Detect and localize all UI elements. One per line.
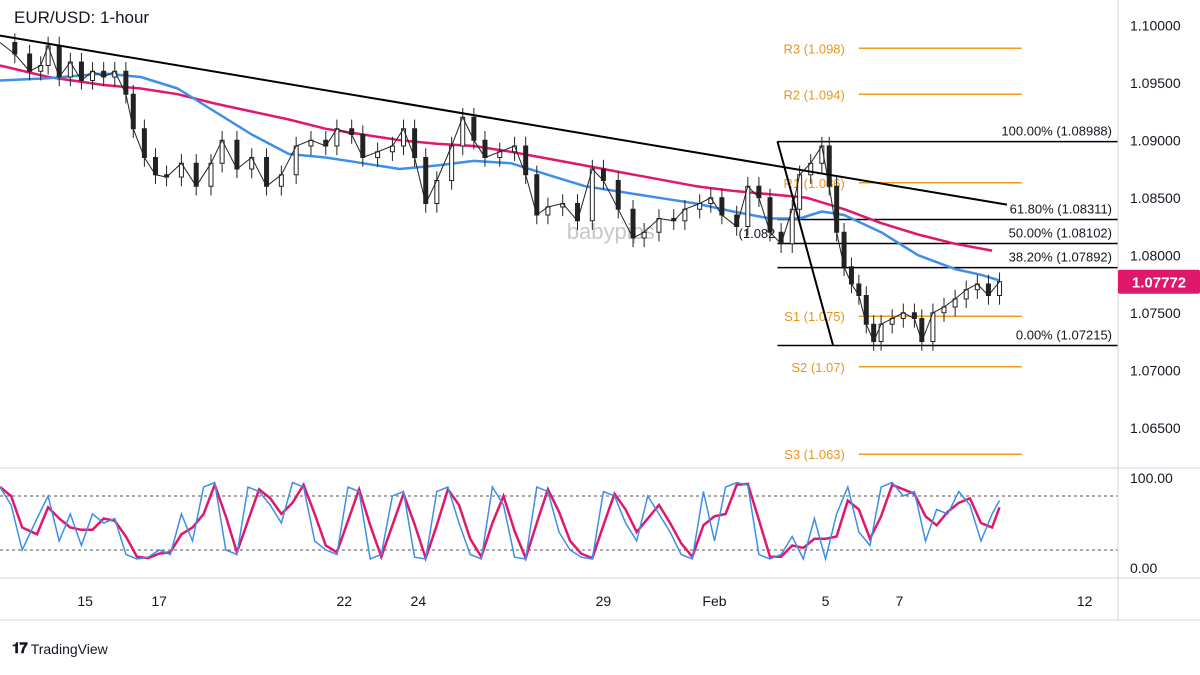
tradingview-brand: TradingView	[30, 640, 108, 657]
x-tick-label: 17	[151, 593, 167, 609]
candle	[234, 139, 240, 170]
candle	[27, 53, 33, 72]
stoch-tick-label: 0.00	[1130, 560, 1157, 576]
x-tick-label: 12	[1077, 593, 1093, 609]
pivot-label: S3 (1.063)	[784, 447, 845, 462]
y-tick-label: 1.06500	[1130, 420, 1181, 436]
trendline	[0, 34, 1008, 206]
fib-label: 100.00% (1.08988)	[1001, 124, 1112, 139]
candle	[264, 157, 270, 187]
x-tick-label: 15	[77, 593, 93, 609]
candle	[656, 217, 662, 233]
fib-label: 61.80% (1.08311)	[1010, 201, 1112, 216]
candle	[589, 168, 595, 222]
candle	[449, 145, 455, 181]
candle	[615, 180, 621, 210]
watermark: babypips	[567, 219, 655, 244]
y-tick-label: 1.08500	[1130, 190, 1181, 206]
x-tick-label: Feb	[702, 593, 726, 609]
fib-label: 38.20% (1.07892)	[1009, 250, 1112, 265]
x-tick-label: 22	[336, 593, 352, 609]
current-price-tag	[1118, 269, 1200, 294]
pivot-label: R3 (1.098)	[783, 41, 844, 56]
tradingview-logo[interactable]: 𝟏𝟕 TradingView	[12, 640, 108, 657]
x-tick-label: 29	[596, 593, 612, 609]
candle	[193, 162, 199, 187]
y-tick-label: 1.07000	[1130, 362, 1181, 378]
y-tick-label: 1.09000	[1130, 132, 1181, 148]
pivot-label: S2 (1.07)	[791, 360, 844, 375]
x-tick-label: 5	[822, 593, 830, 609]
axes: 1.10000 1.09500 1.09000 1.08500 1.08000 1.075…	[0, 0, 1200, 621]
candle	[575, 203, 581, 222]
y-tick-label: 1.08000	[1130, 247, 1181, 263]
candle	[293, 145, 299, 176]
y-tick-label: 1.07500	[1130, 305, 1181, 321]
stochastic-pane[interactable]	[0, 481, 1118, 563]
candle	[12, 42, 18, 55]
pivot-label: S1 (1.075)	[784, 309, 845, 324]
fib-swing-line	[776, 141, 834, 346]
close-line	[0, 42, 1000, 343]
y-tick-label: 1.09500	[1130, 75, 1181, 91]
chart-title: EUR/USD: 1-hour	[14, 8, 150, 28]
pivot-label: R2 (1.094)	[783, 87, 844, 102]
current-price-label: 1.07772	[1132, 275, 1186, 292]
candle	[630, 208, 636, 239]
x-tick-label: 24	[411, 593, 427, 609]
tradingview-icon: 𝟏𝟕	[12, 640, 28, 657]
moving-average-fast	[0, 72, 1000, 282]
y-tick-label: 1.10000	[1130, 17, 1181, 33]
x-tick-label: 7	[896, 593, 904, 609]
stoch-k-line	[0, 481, 1001, 562]
candle	[997, 281, 1003, 297]
candle	[208, 162, 214, 187]
stoch-tick-label: 100.00	[1130, 470, 1173, 486]
fib-label: 50.00% (1.08102)	[1009, 226, 1112, 241]
fib-label: 0.00% (1.07215)	[1016, 328, 1112, 343]
